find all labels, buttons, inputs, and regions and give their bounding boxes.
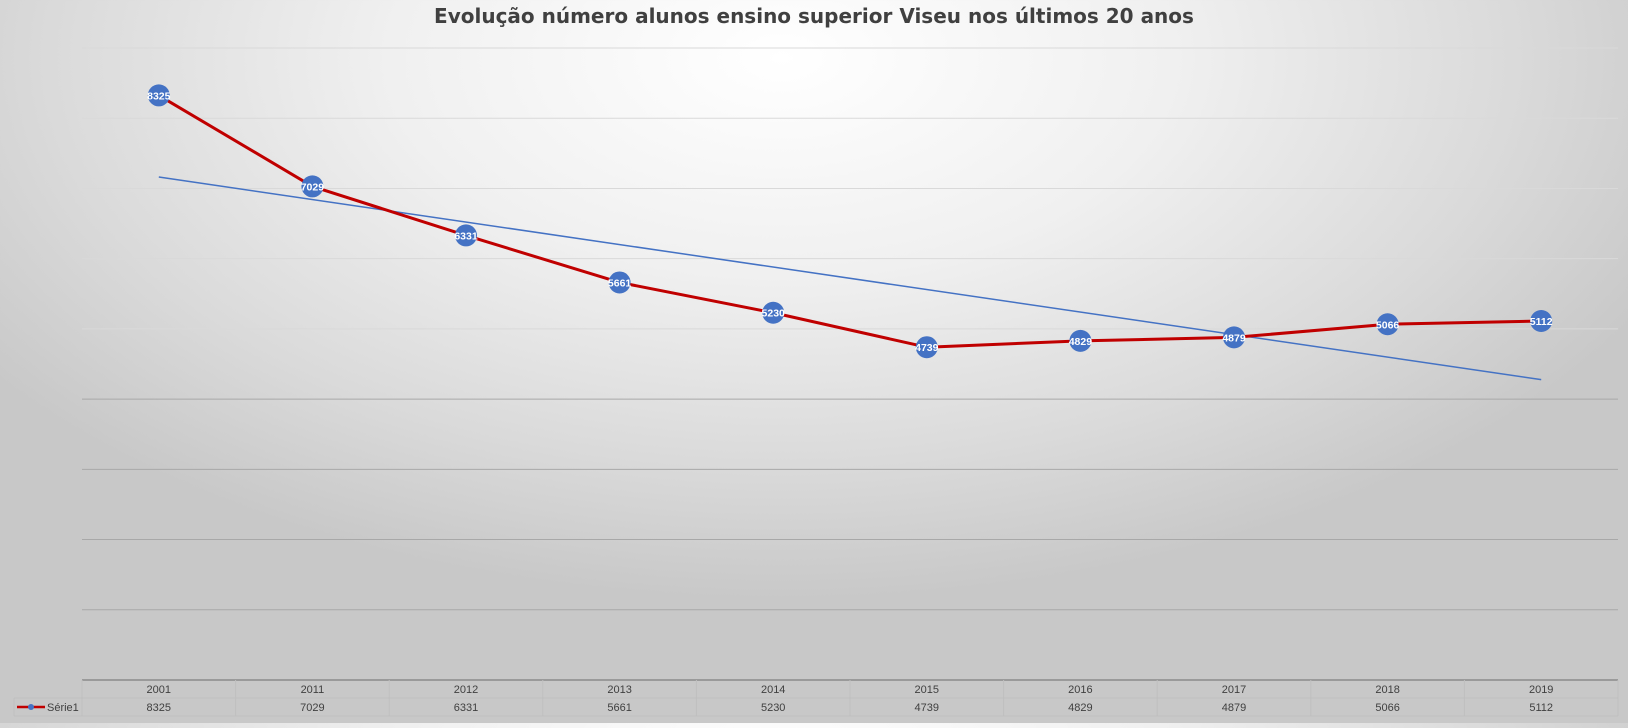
- data-label: 5112: [1530, 316, 1553, 328]
- data-point: [608, 271, 631, 294]
- x-tick-label: 2011: [301, 684, 325, 696]
- data-label: 6331: [454, 230, 478, 242]
- series-line: [158, 94, 1542, 349]
- data-point: [915, 336, 938, 359]
- data-table-value: 6331: [454, 702, 478, 714]
- data-label: 5066: [1376, 319, 1400, 331]
- trendline: [158, 176, 1542, 381]
- data-table-value: 4829: [1068, 702, 1092, 714]
- data-table-value: 8325: [147, 702, 171, 714]
- data-table-value: 5661: [607, 702, 631, 714]
- data-point: [762, 301, 785, 324]
- x-tick-label: 2014: [761, 684, 785, 696]
- x-tick-label: 2015: [915, 684, 939, 696]
- data-table-value: 5112: [1529, 702, 1553, 714]
- data-table-value: 5066: [1375, 702, 1399, 714]
- data-table-value: 5230: [761, 702, 785, 714]
- data-label: 5661: [608, 277, 632, 289]
- data-table-value: 4879: [1222, 702, 1246, 714]
- data-label: 4879: [1222, 332, 1246, 344]
- legend-series-name: Série1: [47, 702, 79, 714]
- chart-title: Evolução número alunos ensino superior V…: [434, 4, 1194, 28]
- data-table-value: 4739: [915, 702, 939, 714]
- x-tick-label: 2018: [1375, 684, 1399, 696]
- data-point: [1530, 310, 1553, 333]
- data-point: [1069, 329, 1092, 352]
- x-tick-label: 2012: [454, 684, 478, 696]
- data-point: [1376, 313, 1399, 336]
- data-label: 7029: [301, 181, 325, 193]
- data-label: 4739: [915, 342, 939, 354]
- x-tick-label: 2016: [1068, 684, 1092, 696]
- data-table-value: 7029: [300, 702, 324, 714]
- data-point: [455, 224, 477, 247]
- x-tick-label: 2001: [147, 684, 171, 696]
- x-tick-label: 2019: [1529, 684, 1553, 696]
- legend-marker-key: [28, 704, 34, 710]
- data-label: 8325: [147, 90, 171, 102]
- data-label: 5230: [762, 308, 786, 320]
- data-point: [1223, 326, 1245, 349]
- x-tick-label: 2017: [1222, 684, 1246, 696]
- data-point: [301, 175, 324, 198]
- data-label: 4829: [1069, 336, 1093, 348]
- data-point: [147, 84, 170, 107]
- x-tick-label: 2013: [607, 684, 631, 696]
